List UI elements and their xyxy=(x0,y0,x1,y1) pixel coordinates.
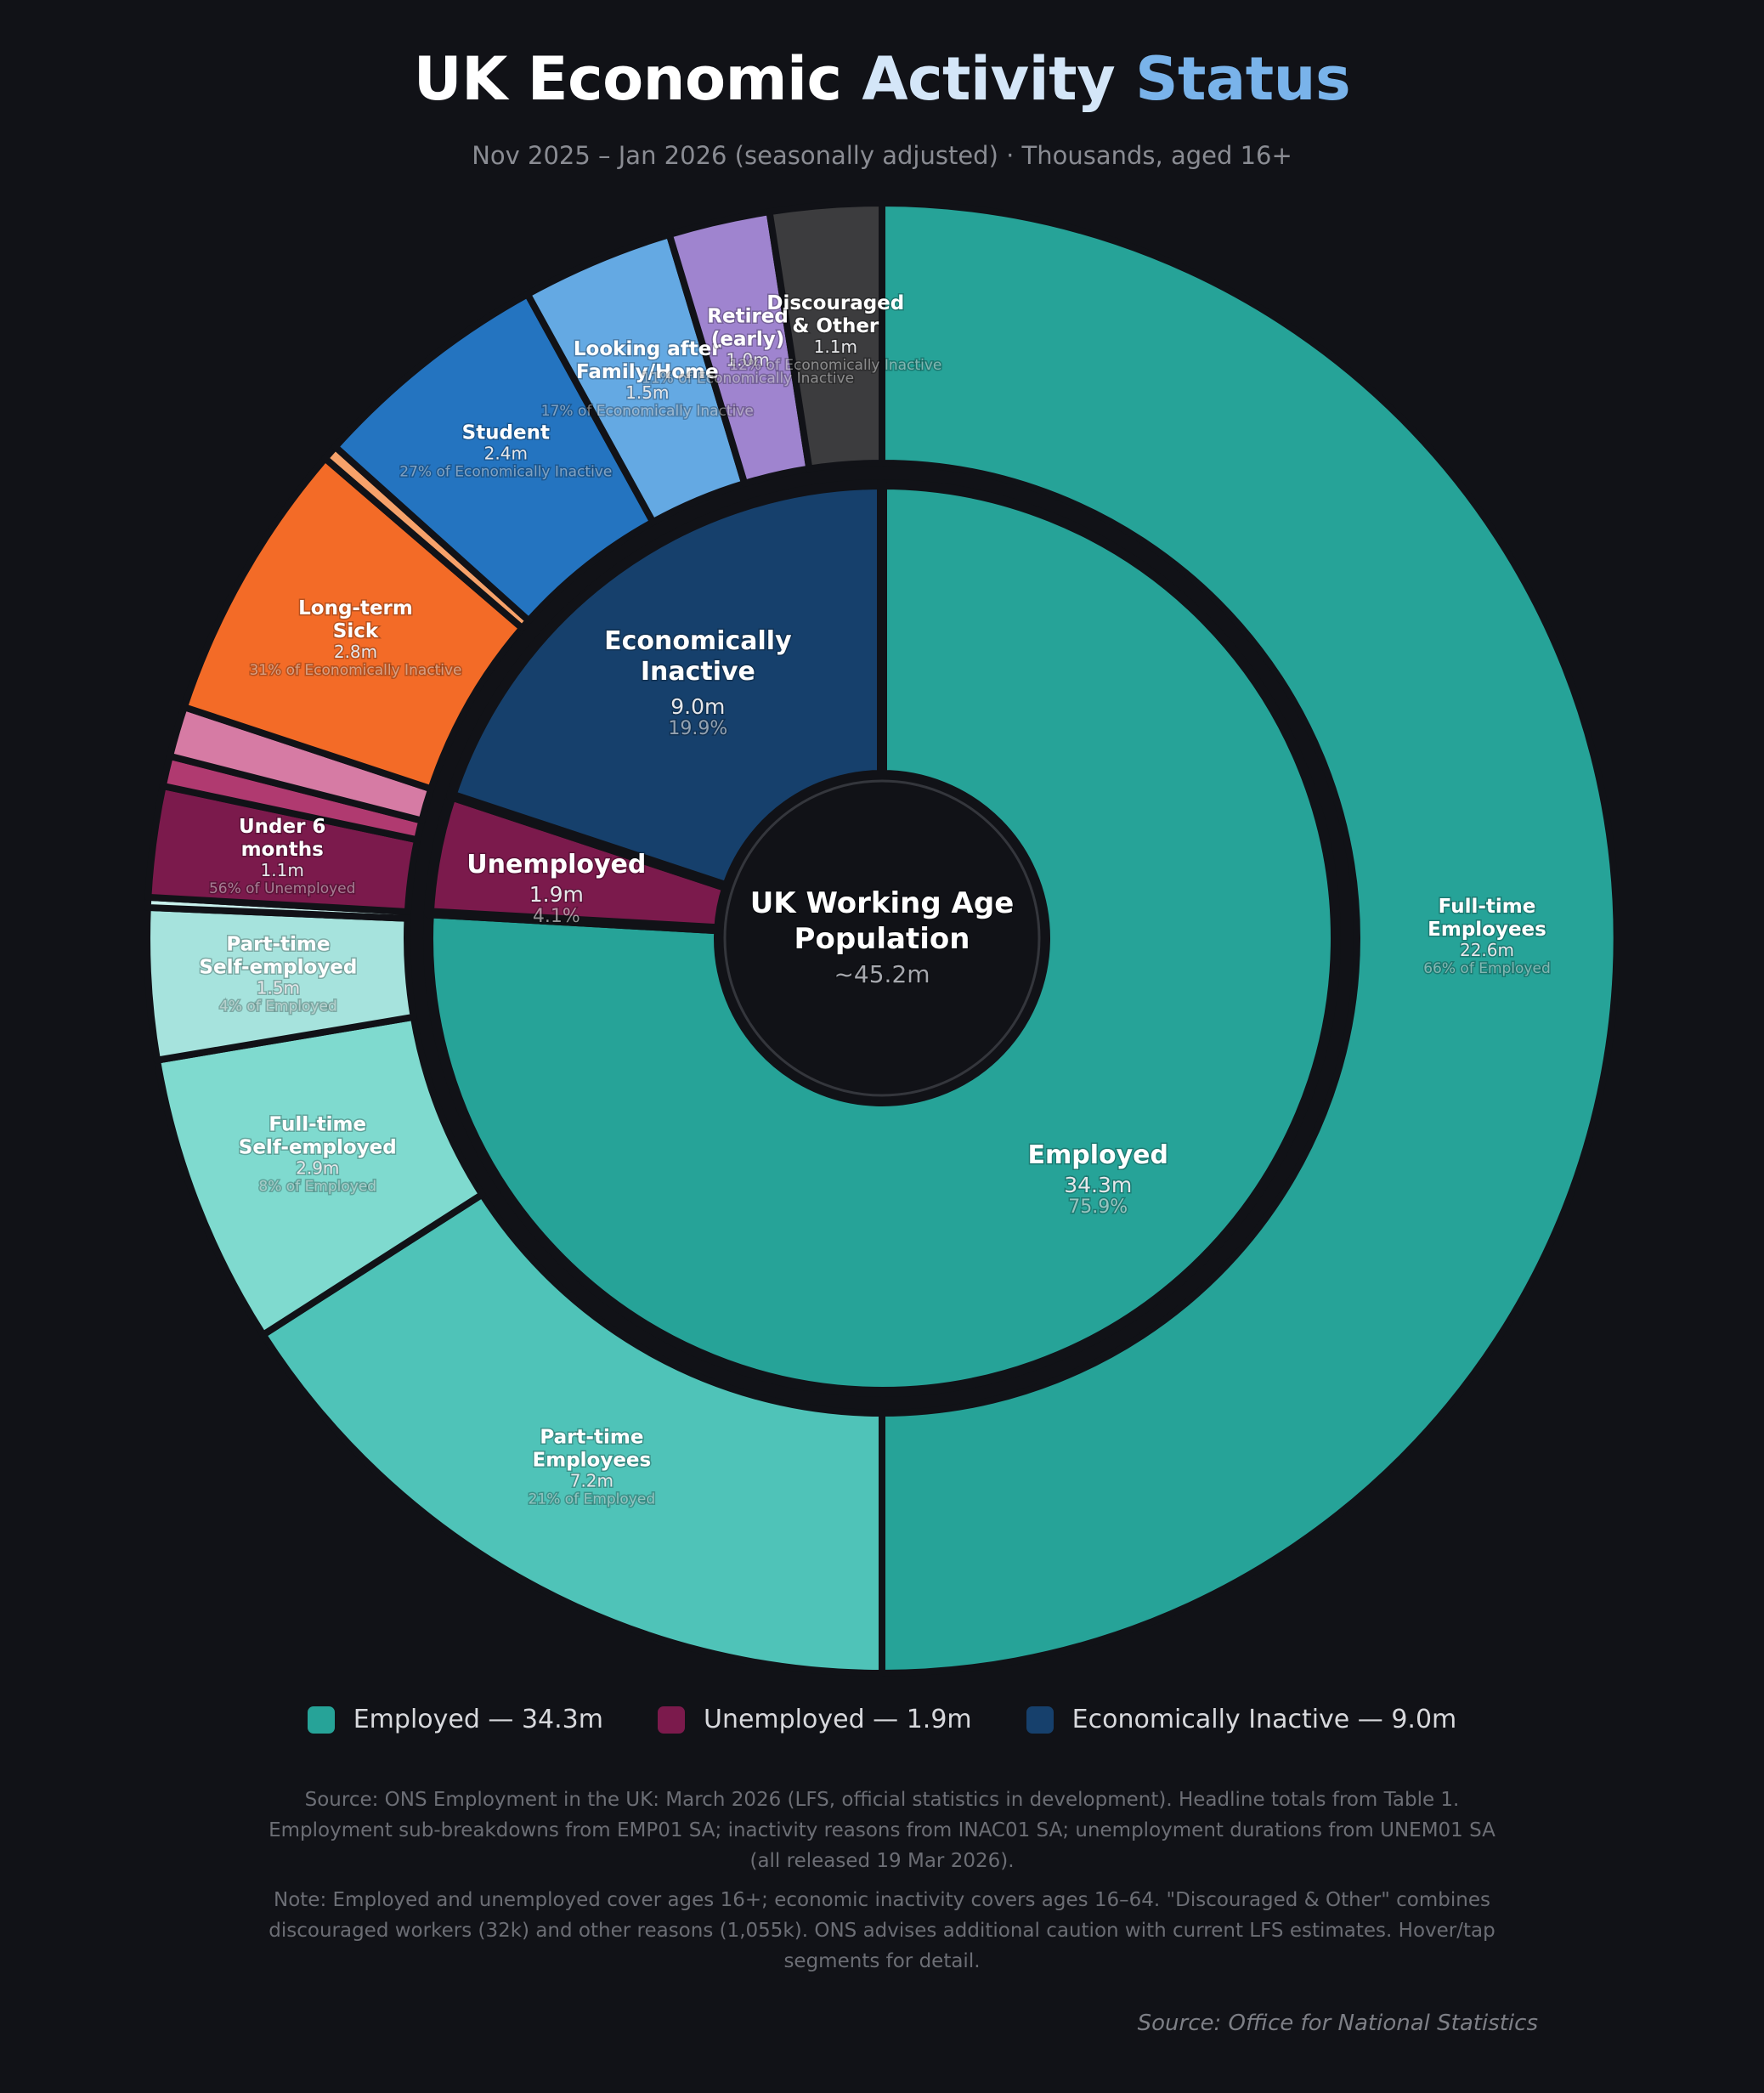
center-title: Population xyxy=(794,922,970,956)
segment-label-value: 1.1m xyxy=(814,337,857,357)
segment-label-pct: 17% of Economically Inactive xyxy=(541,403,754,420)
inner-segment-0[interactable] xyxy=(423,479,1341,1397)
methodology-note: Note: Employed and unemployed cover ages… xyxy=(269,1889,1495,1972)
segment-label-value: 1.9m xyxy=(529,882,584,907)
segment-label-pct: 11% of Economically Inactive xyxy=(642,371,854,387)
segment-label-value: 1.5m xyxy=(257,978,300,998)
segment-label-name: Self-employed xyxy=(239,1136,397,1158)
segment-label-value: 1.1m xyxy=(261,860,304,880)
segment-label-value: 34.3m xyxy=(1064,1173,1132,1197)
segment-label-name: months xyxy=(241,839,324,861)
segment-label-name: Part-time xyxy=(540,1427,643,1449)
segment-label-value: 7.2m xyxy=(570,1471,613,1491)
segment-label-pct: 4.1% xyxy=(533,906,580,927)
center-value: ~45.2m xyxy=(834,960,930,988)
outer-segment-0[interactable] xyxy=(879,200,1620,1677)
segment-label-pct: 27% of Economically Inactive xyxy=(399,463,612,480)
legend-label: Unemployed — 1.9m xyxy=(703,1705,972,1734)
segment-label-pct: 8% of Employed xyxy=(258,1178,376,1195)
legend-label: Economically Inactive — 9.0m xyxy=(1071,1705,1457,1734)
inner-segment-2[interactable] xyxy=(446,479,887,892)
segment-label-name: Under 6 xyxy=(239,816,325,838)
segment-label-pct: 75.9% xyxy=(1068,1196,1128,1218)
segment-label-name: (early) xyxy=(711,329,784,351)
legend-item-employed[interactable]: Employed — 34.3m xyxy=(307,1705,603,1734)
legend-swatch xyxy=(1026,1706,1054,1734)
segment-label-name: Student xyxy=(462,421,550,444)
segment-label-name: Employees xyxy=(1428,919,1546,941)
segment-label-name: Long-term xyxy=(298,597,413,619)
legend-item-unemployed[interactable]: Unemployed — 1.9m xyxy=(657,1705,972,1734)
segment-label-pct: 4% of Employed xyxy=(219,998,337,1015)
legend-label: Employed — 34.3m xyxy=(353,1705,603,1734)
source-credit: Source: Office for National Statistics xyxy=(1137,2011,1538,2036)
center-circle xyxy=(723,779,1041,1097)
segment-label-name: Self-employed xyxy=(199,957,357,979)
segment-label-pct: 66% of Employed xyxy=(1423,960,1551,977)
segment-label-name: Full-time xyxy=(269,1113,366,1135)
legend-swatch xyxy=(307,1706,335,1734)
segment-label-name: Unemployed xyxy=(466,850,646,880)
segment-label-name: Economically xyxy=(604,626,792,656)
segment-label-name: Family/Home xyxy=(576,361,719,383)
title-part-2: Activity xyxy=(862,44,1116,114)
segment-label-value: 2.4m xyxy=(484,443,528,463)
subtitle: Nov 2025 – Jan 2026 (seasonally adjusted… xyxy=(472,141,1292,170)
segment-label-name: Part-time xyxy=(226,934,330,956)
source-note: Source: ONS Employment in the UK: March … xyxy=(269,1789,1495,1872)
title-part-3: Status xyxy=(1135,44,1351,114)
segment-label-name: Employees xyxy=(533,1450,652,1472)
segment-label-name: Full-time xyxy=(1439,896,1536,918)
segment-label-pct: 56% of Unemployed xyxy=(209,880,355,897)
segment-label-value: 1.0m xyxy=(726,350,769,371)
segment-label-name: & Other xyxy=(792,315,879,337)
segment-label-value: 22.6m xyxy=(1460,940,1514,960)
outer-segment-1[interactable] xyxy=(259,1191,885,1677)
segment-label-name: Looking after xyxy=(574,338,721,360)
segment-label-value: 2.8m xyxy=(334,642,377,662)
segment-label-value: 1.5m xyxy=(625,382,669,403)
outer-segment-13[interactable] xyxy=(766,200,885,472)
legend-item-inactive[interactable]: Economically Inactive — 9.0m xyxy=(1026,1705,1457,1734)
segment-label-pct: 21% of Employed xyxy=(529,1491,656,1508)
segment-label-pct: 19.9% xyxy=(668,718,727,739)
segment-label-value: 9.0m xyxy=(670,694,725,719)
segment-label-pct: 31% of Economically Inactive xyxy=(249,662,461,679)
segment-label-pct: 12% of Economically Inactive xyxy=(729,357,941,374)
segment-label-name: Employed xyxy=(1028,1140,1169,1170)
title-part-1: UK Economic xyxy=(413,44,842,114)
page-title: UK Economic Activity Status xyxy=(0,44,1764,114)
center-title: UK Working Age xyxy=(750,886,1015,920)
legend: Employed — 34.3m Unemployed — 1.9m Econo… xyxy=(0,1705,1764,1734)
segment-label-name: Retired xyxy=(707,306,789,328)
segment-label-value: 2.9m xyxy=(296,1157,339,1178)
segment-label-name: Sick xyxy=(333,620,379,642)
segment-label-name: Discouraged xyxy=(766,292,904,314)
legend-swatch xyxy=(657,1706,685,1734)
segment-label-name: Inactive xyxy=(641,657,755,687)
